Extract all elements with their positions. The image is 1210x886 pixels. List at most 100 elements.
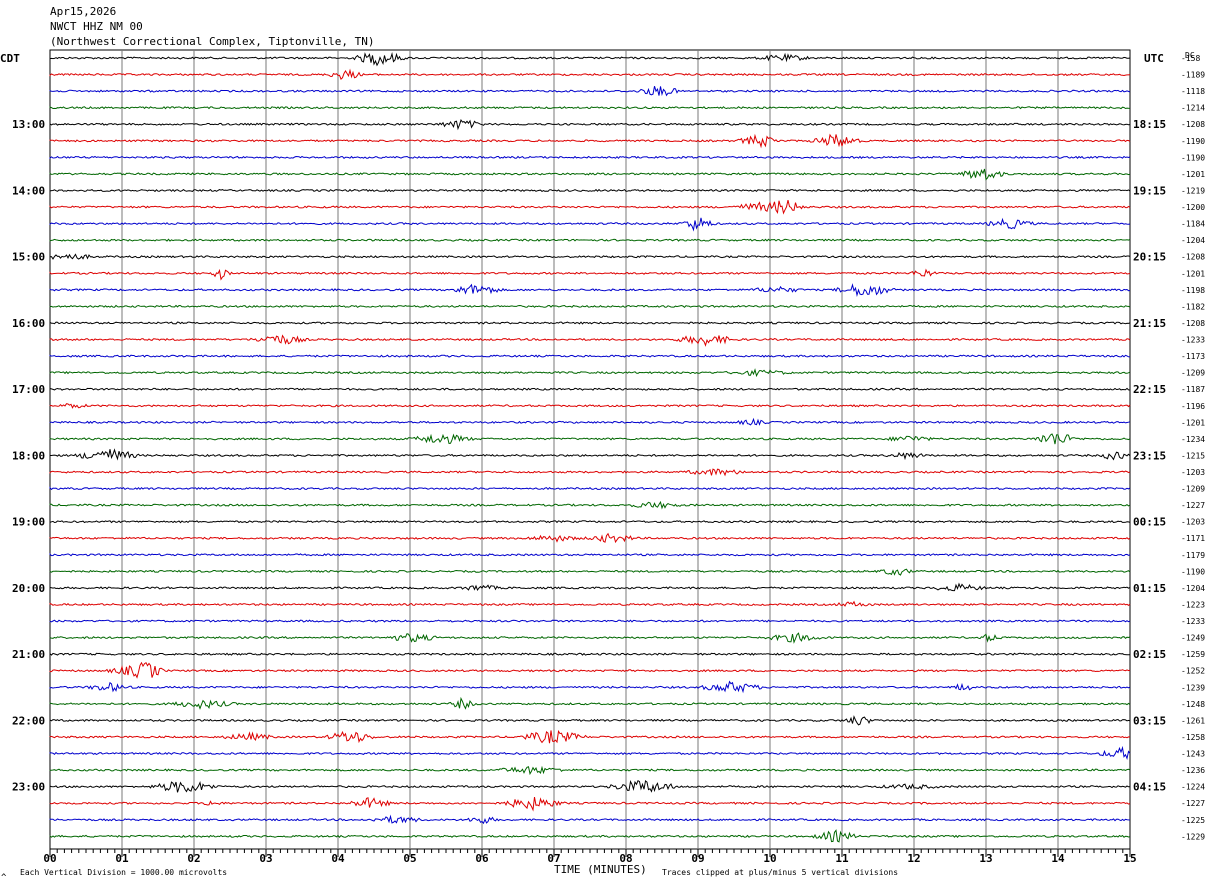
x-tick-label: 15	[1123, 852, 1136, 865]
seismic-trace	[49, 304, 1131, 309]
seismic-trace	[49, 568, 1131, 576]
seismic-trace	[49, 133, 1131, 149]
dc-offset-label: -1209	[1181, 369, 1205, 378]
seismic-trace	[49, 553, 1131, 557]
dc-offset-labels: -158 -1189 -1118 -1214 -1208 -1190 -1190 -1201 -…	[1181, 54, 1205, 841]
cdt-hour-label: 14:00	[12, 184, 45, 197]
utc-hour-label: 03:15	[1133, 714, 1166, 727]
x-tick-label: 07	[547, 852, 560, 865]
x-tick-label: 11	[835, 852, 849, 865]
dc-offset-label: -1208	[1181, 319, 1205, 328]
seismic-trace	[49, 797, 1131, 812]
dc-offset-label: -1184	[1181, 220, 1205, 229]
cdt-hour-label: 16:00	[12, 317, 45, 330]
dc-offset-label: -1190	[1181, 567, 1205, 576]
seismic-trace	[49, 387, 1131, 391]
cdt-hour-label: 22:00	[12, 714, 45, 727]
dc-offset-label: -1201	[1181, 269, 1205, 278]
seismic-trace	[49, 86, 1131, 97]
dc-offset-label: -1208	[1181, 120, 1205, 129]
dc-offset-label: -1252	[1181, 667, 1205, 676]
dc-offset-label: -1196	[1181, 402, 1205, 411]
cdt-hour-label: 21:00	[12, 648, 45, 661]
utc-hour-label: 22:15	[1133, 383, 1166, 396]
dc-offset-label: -1227	[1181, 501, 1205, 510]
dc-offset-label: -1215	[1181, 451, 1205, 460]
cdt-hour-label: 18:00	[12, 449, 45, 462]
dc-offset-label: -1236	[1181, 766, 1205, 775]
cdt-hour-label: 23:00	[12, 781, 45, 794]
dc-offset-label: -1233	[1181, 336, 1205, 345]
x-tick-label: 00	[43, 852, 56, 865]
clip-note: Traces clipped at plus/minus 5 vertical …	[662, 868, 898, 877]
dc-offset-label: -158	[1181, 54, 1200, 63]
seismic-trace	[49, 417, 1131, 426]
dc-offset-label: -1171	[1181, 534, 1205, 543]
dc-offset-label: -1173	[1181, 352, 1205, 361]
cdt-hour-labels: 13:00 14:00 15:00 16:00 17:00 18:00 19:00 20:00…	[12, 118, 45, 793]
dc-offset-label: -1190	[1181, 153, 1205, 162]
cdt-hour-label: 19:00	[12, 516, 45, 529]
cdt-hour-label: 13:00	[12, 118, 45, 131]
dc-offset-label: -1258	[1181, 733, 1205, 742]
seismic-trace	[49, 253, 1131, 260]
dc-label: DC	[1185, 51, 1195, 60]
x-tick-label: 02	[187, 852, 200, 865]
dc-offset-label: -1187	[1181, 385, 1205, 394]
dc-offset-label: -1259	[1181, 650, 1205, 659]
seismic-trace	[49, 520, 1131, 524]
seismic-trace	[49, 486, 1131, 491]
dc-offset-label: -1208	[1181, 253, 1205, 262]
time-axis: 00 01 02 03 04 05 06 07 08 09 10 11 12 13 14 15	[43, 849, 1137, 865]
seismic-trace	[49, 217, 1131, 232]
seismic-trace	[49, 652, 1130, 656]
seismic-trace	[49, 829, 1131, 843]
utc-hour-label: 21:15	[1133, 317, 1166, 330]
seismic-trace	[49, 582, 1131, 592]
utc-hour-labels: 18:15 19:15 20:15 21:15 22:15 23:15 00:15 01:15…	[1133, 118, 1166, 793]
seismic-trace	[49, 199, 1131, 215]
header-station: NWCT HHZ NM 00	[50, 20, 143, 33]
seismic-trace	[49, 745, 1131, 760]
seismic-trace	[49, 106, 1131, 110]
x-tick-label: 10	[763, 852, 776, 865]
dc-offset-label: -1239	[1181, 683, 1205, 692]
x-tick-label: 03	[259, 852, 272, 865]
x-tick-label: 04	[331, 852, 345, 865]
x-tick-label: 01	[115, 852, 129, 865]
seismic-trace	[49, 283, 1131, 297]
dc-offset-label: -1200	[1181, 203, 1205, 212]
seismic-trace	[49, 632, 1131, 644]
x-tick-label: 06	[475, 852, 489, 865]
dc-offset-label: -1201	[1181, 418, 1205, 427]
utc-hour-label: 00:15	[1133, 516, 1166, 529]
seismic-trace	[49, 168, 1131, 181]
right-axis-label: UTC	[1144, 52, 1164, 65]
utc-hour-label: 02:15	[1133, 648, 1166, 661]
seismic-trace	[49, 268, 1131, 281]
header-location: (Northwest Correctional Complex, Tiptonv…	[50, 35, 375, 48]
dc-offset-label: -1204	[1181, 584, 1205, 593]
seismic-trace	[49, 368, 1131, 378]
dc-offset-label: -1189	[1181, 71, 1205, 80]
dc-offset-label: -1243	[1181, 750, 1205, 759]
plot-frame	[49, 49, 1131, 850]
seismic-trace	[49, 468, 1131, 477]
utc-hour-label: 04:15	[1133, 781, 1166, 794]
dc-offset-label: -1179	[1181, 551, 1205, 560]
dc-offset-label: -1261	[1181, 716, 1205, 725]
dc-offset-label: -1209	[1181, 485, 1205, 494]
dc-offset-label: -1225	[1181, 816, 1205, 825]
dc-offset-label: -1203	[1181, 518, 1205, 527]
seismic-trace	[49, 354, 1131, 358]
utc-hour-label: 18:15	[1133, 118, 1166, 131]
dc-offset-label: -1249	[1181, 634, 1205, 643]
utc-hour-label: 19:15	[1133, 184, 1166, 197]
utc-hour-label: 23:15	[1133, 449, 1166, 462]
seismic-trace	[49, 334, 1131, 347]
dc-offset-label: -1234	[1181, 435, 1205, 444]
seismic-trace	[49, 814, 1131, 825]
seismic-trace	[49, 779, 1131, 793]
dc-offset-label: -1201	[1181, 170, 1205, 179]
